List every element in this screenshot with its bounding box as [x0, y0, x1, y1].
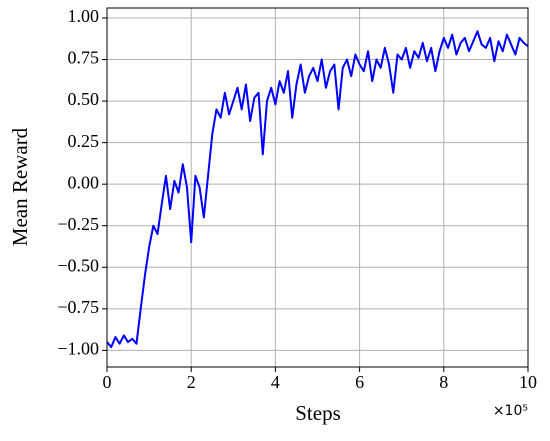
- x-tick-label: 8: [439, 372, 448, 392]
- y-axis-label: Mean Reward: [8, 127, 32, 246]
- y-tick-label: 1.00: [68, 6, 100, 26]
- x-tick-label: 0: [103, 372, 112, 392]
- x-tick-label: 6: [355, 372, 364, 392]
- plot-frame: [106, 7, 529, 368]
- y-tick-label: −0.50: [57, 255, 99, 275]
- y-tick-label: 0.00: [68, 172, 100, 192]
- x-axis-label: Steps: [295, 401, 341, 425]
- y-tick-label: −0.25: [57, 214, 99, 234]
- x-offset-label: ×10⁵: [493, 403, 528, 419]
- y-tick-label: 0.50: [68, 89, 100, 109]
- x-tick-label: 10: [519, 372, 537, 392]
- y-tick-label: −1.00: [57, 339, 99, 359]
- y-tick-label: 0.25: [68, 131, 100, 151]
- x-tick-label: 4: [271, 372, 280, 392]
- data-line: [106, 30, 529, 349]
- y-tick-label: 0.75: [68, 48, 100, 68]
- x-tick-label: 2: [187, 372, 196, 392]
- y-tick-label: −0.75: [57, 297, 99, 317]
